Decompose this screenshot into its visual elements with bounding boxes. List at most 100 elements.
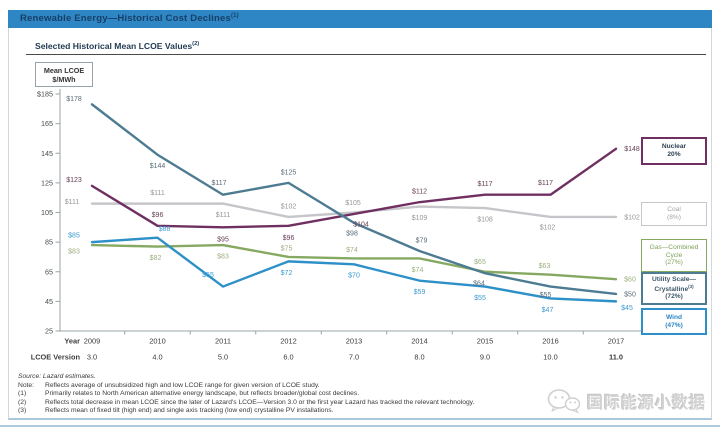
axis-row-value: 6.0	[283, 353, 293, 362]
source-line: Source: Lazard estimates.	[18, 373, 96, 380]
axis-row-value: 2014	[411, 337, 427, 346]
legend-gas-combined-cycle: Gas—Combined Cycle (27%)	[641, 239, 707, 272]
y-tick-label: $185	[37, 90, 53, 99]
footnote-text: Reflects average of unsubsidized high an…	[45, 381, 320, 389]
y-axis-unit-box: Mean LCOE $/MWh	[35, 62, 93, 87]
value-label-nuclear: $95	[217, 237, 229, 244]
series-line-wind	[90, 236, 618, 303]
legend-line: Cycle	[665, 251, 683, 259]
value-label-gas-combined-cycle: $75	[281, 245, 293, 252]
series-line-coal	[90, 202, 618, 219]
axis-row-value: 2011	[215, 337, 231, 346]
title-bar: Renewable Energy—Historical Cost Decline…	[8, 10, 712, 28]
y-tick-label: 45	[45, 297, 53, 306]
legend-line: Utility Scale—	[652, 276, 696, 284]
legend-line: 20%	[667, 151, 681, 158]
footnote-text: Reflects mean of fixed tilt (high end) a…	[45, 407, 334, 415]
footnote-row: (3) Reflects mean of fixed tilt (high end…	[18, 407, 558, 416]
axis-row-value: 4.0	[152, 353, 162, 362]
value-label-nuclear: $148	[624, 146, 640, 153]
value-label-gas-combined-cycle: $60	[624, 277, 636, 284]
axis-row-value: 9.0	[480, 353, 490, 362]
footnotes: Source: Lazard estimates. Note: Reflects …	[18, 373, 558, 416]
value-label-utility-scale-crystalline: $98	[346, 230, 358, 237]
watermark-text: 国际能源小数据	[586, 395, 706, 412]
value-label-coal: $102	[281, 203, 297, 210]
axis-row-value: 2010	[149, 337, 165, 346]
axis-row-value: 10.0	[543, 353, 557, 362]
legend-utility-scale-crystalline: Utility Scale— Crystalline(3) (72%)	[641, 272, 707, 305]
subtitle-rule	[26, 54, 706, 55]
legend-line: Gas—Combined	[649, 244, 699, 252]
legend-line: Crystalline(3)	[654, 283, 694, 293]
value-label-gas-combined-cycle: $83	[217, 253, 229, 260]
title-footnote-sup: (1)	[230, 13, 239, 20]
footnote-row: (1) Primarily relates to North American a…	[18, 390, 558, 399]
value-label-nuclear: $123	[66, 177, 82, 184]
value-label-nuclear: $117	[477, 181, 492, 188]
value-label-utility-scale-crystalline: $50	[624, 291, 636, 298]
value-label-wind: $45	[621, 305, 633, 312]
watermark: 国际能源小数据	[547, 388, 706, 414]
legend-line: Coal	[667, 206, 681, 214]
footnote-label: (3)	[18, 407, 27, 415]
chart-subtitle: Selected Historical Mean LCOE Values(2)	[35, 41, 200, 51]
y-tick-label: 145	[41, 149, 53, 158]
value-label-wind: $47	[542, 307, 554, 314]
legend-line: (47%)	[665, 321, 683, 329]
value-label-wind: $59	[414, 289, 426, 296]
footnote-row: (2) Reflects total decrease in mean LCOE …	[18, 399, 558, 408]
axis-row-value: 2013	[346, 337, 362, 346]
axis-row-value: 7.0	[349, 353, 359, 362]
axis-row-label-year: Year	[64, 337, 80, 346]
legend-line: Wind	[665, 313, 683, 321]
axis-row-value: 2015	[477, 337, 493, 346]
value-label-nuclear: $96	[283, 235, 295, 242]
y-tick-label: 65	[45, 267, 53, 276]
value-label-utility-scale-crystalline: $117	[211, 180, 226, 187]
value-label-gas-combined-cycle: $63	[539, 263, 551, 270]
value-label-coal: $102	[540, 224, 556, 231]
axis-row-value: 2009	[84, 337, 100, 346]
axis-row-value: 8.0	[414, 353, 424, 362]
value-label-coal: $111	[216, 212, 231, 219]
footnote-row: Note: Reflects average of unsubsidized hi…	[18, 382, 558, 391]
value-label-wind: $88	[159, 226, 171, 233]
value-label-nuclear: $117	[538, 180, 553, 187]
value-label-gas-combined-cycle: $74	[346, 247, 358, 254]
axis-row-value: 3.0	[87, 353, 97, 362]
value-label-utility-scale-crystalline: $125	[281, 169, 297, 176]
legend-line: Nuclear	[661, 143, 687, 151]
value-label-nuclear: $104	[353, 221, 369, 228]
value-label-gas-combined-cycle: $65	[474, 259, 486, 266]
value-label-wind: $85	[68, 233, 80, 240]
value-label-coal: $108	[477, 216, 493, 223]
series-line-gas-combined-cycle	[90, 243, 618, 281]
legend-nuclear: Nuclear 20%	[641, 137, 707, 165]
value-label-gas-combined-cycle: $83	[68, 248, 80, 255]
legend-line: (8%)	[667, 214, 681, 221]
value-label-nuclear: $112	[412, 189, 427, 196]
legend-line: (27%)	[665, 259, 683, 267]
y-tick-label: 125	[41, 178, 53, 187]
series-line-nuclear	[90, 147, 618, 229]
value-label-coal: $111	[150, 190, 165, 197]
y-tick-label: 85	[45, 238, 53, 247]
footnote-text: Primarily relates to North American alte…	[45, 390, 360, 398]
value-label-coal: $109	[412, 215, 428, 222]
legend-line: (72%)	[665, 293, 683, 301]
value-label-coal: $105	[345, 200, 361, 207]
y-tick-label: 25	[45, 327, 53, 336]
value-label-coal: $111	[65, 199, 80, 206]
value-label-wind: $70	[348, 273, 360, 280]
axis-row-value: 11.0	[609, 353, 623, 362]
page-title: Renewable Energy—Historical Cost Decline…	[20, 13, 239, 25]
y-tick-label: 105	[41, 208, 53, 217]
footnote-label: (2)	[18, 398, 27, 406]
footnote-text: Reflects total decrease in mean LCOE sin…	[45, 398, 475, 406]
value-label-coal: $102	[624, 214, 640, 221]
series-line-utility-scale-crystalline	[90, 103, 618, 296]
value-label-nuclear: $96	[152, 212, 164, 219]
